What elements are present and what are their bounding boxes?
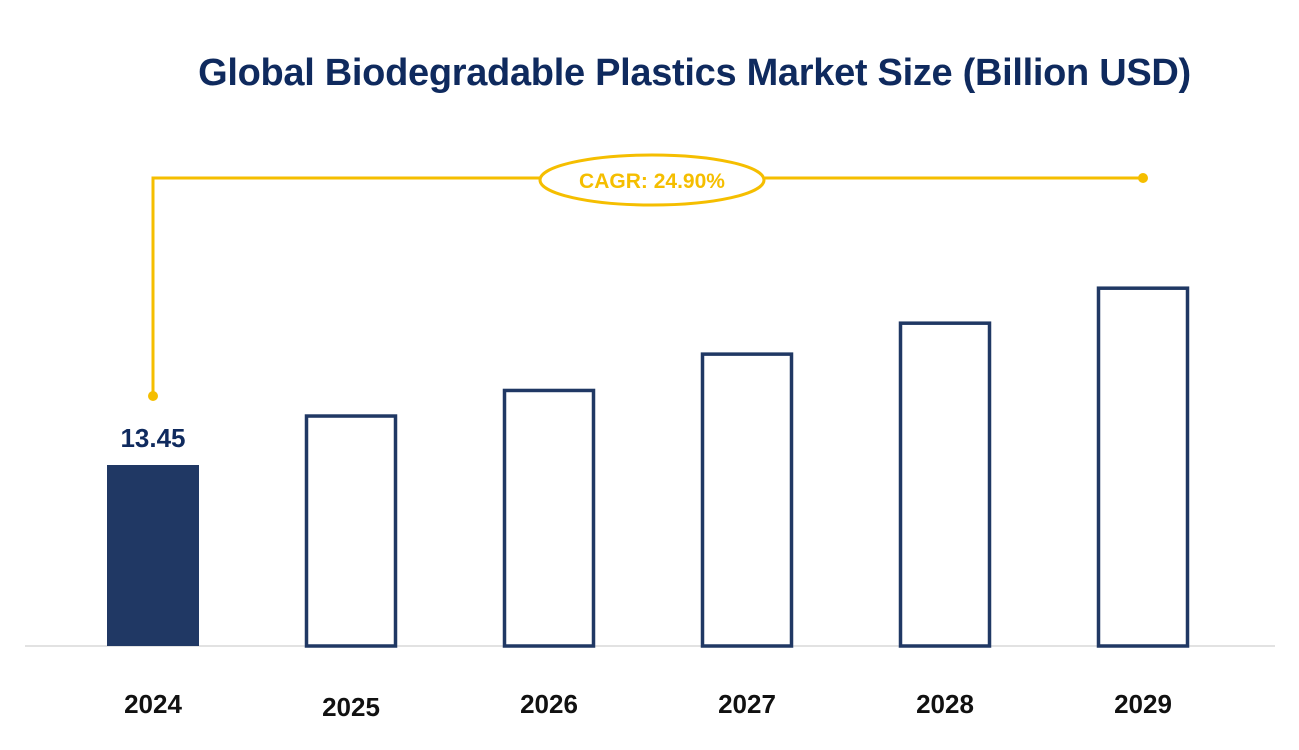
cagr-connector-line (151, 176, 540, 396)
bar-2027 (700, 352, 794, 648)
x-tick-label: 2025 (322, 692, 380, 722)
data-label: 13.45 (120, 423, 185, 453)
cagr-label: CAGR: 24.90% (579, 170, 725, 193)
bar-2025 (304, 414, 398, 648)
bar-2024 (107, 465, 199, 646)
x-tick-label: 2024 (124, 689, 182, 719)
x-tick-label: 2026 (520, 689, 578, 719)
cagr-end-dot (1138, 173, 1148, 183)
x-tick-label: 2029 (1114, 689, 1172, 719)
bar-2026 (502, 388, 596, 648)
bar-2029 (1096, 286, 1190, 648)
bar-2028 (898, 321, 992, 648)
cagr-ellipse (538, 153, 766, 207)
cagr-annotation: CAGR: 24.90% (148, 153, 1148, 401)
x-tick-label: 2027 (718, 689, 776, 719)
x-tick-label: 2028 (916, 689, 974, 719)
cagr-start-dot (148, 391, 158, 401)
chart-title: Global Biodegradable Plastics Market Siz… (198, 52, 1191, 94)
